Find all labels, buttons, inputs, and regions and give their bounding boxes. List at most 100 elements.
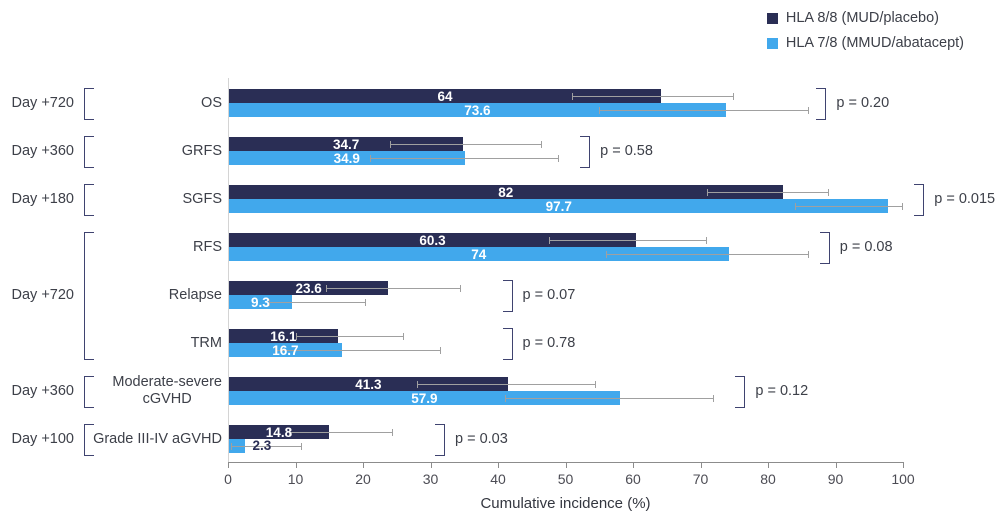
error-bar-part — [275, 347, 277, 354]
value-label-rfs-series2: 74 — [471, 247, 487, 262]
p-bracket-rfs — [819, 232, 830, 264]
p-bracket-os — [816, 88, 827, 120]
p-value-relapse: p = 0.07 — [522, 287, 576, 303]
error-bar-grade-iii-iv-agvhd-series1 — [288, 429, 394, 436]
bar-rfs-series2 — [229, 247, 729, 261]
row-label-os: OS — [60, 84, 222, 122]
x-tick-label-70: 70 — [692, 471, 709, 487]
error-bar-relapse-series1 — [325, 285, 461, 292]
row-label-moderate-severe-cgvhd: Moderate-severe cGVHD — [60, 372, 222, 410]
day-bracket-5 — [84, 424, 94, 456]
value-label-os-series2: 73.6 — [464, 103, 491, 118]
value-label-sgfs-series2: 97.7 — [545, 199, 572, 214]
x-tick-80 — [768, 463, 769, 468]
p-bracket-grfs — [580, 136, 591, 168]
x-tick-100 — [903, 463, 904, 468]
value-label-trm-series2: 16.7 — [272, 343, 299, 358]
p-value-trm: p = 0.78 — [522, 335, 576, 351]
error-bar-sgfs-series2 — [795, 203, 903, 210]
day-label-3: Day +720 — [11, 287, 74, 303]
x-tick-50 — [565, 463, 567, 468]
value-label-relapse-series1: 23.6 — [295, 281, 322, 296]
row-label-sgfs: SGFS — [60, 180, 222, 218]
error-bar-part — [402, 333, 404, 340]
x-tick-label-20: 20 — [355, 471, 371, 487]
row-label-text: TRM — [190, 334, 222, 351]
error-bar-rfs-series1 — [548, 237, 708, 244]
day-bracket-1 — [84, 136, 94, 168]
p-bracket-trm — [502, 328, 513, 360]
value-label-grfs-series1: 34.7 — [332, 137, 360, 152]
x-tick-label-60: 60 — [625, 471, 641, 487]
day-label-2: Day +180 — [11, 191, 74, 207]
error-bar-part — [807, 107, 809, 114]
bar-rfs-series1 — [229, 233, 637, 247]
p-value-grfs: p = 0.58 — [600, 143, 653, 159]
bar-grfs-series2 — [229, 151, 465, 165]
day-bracket-2 — [84, 184, 94, 216]
error-bar-part — [807, 251, 809, 258]
p-value-grade-iii-iv-agvhd: p = 0.03 — [455, 431, 508, 447]
error-bar-moderate-severe-cgvhd-series1 — [417, 381, 596, 388]
day-bracket-4 — [84, 376, 94, 408]
value-label-grade-iii-iv-agvhd-series2: 2.3 — [252, 438, 272, 453]
bar-os-series2 — [229, 103, 726, 117]
error-bar-part — [572, 96, 735, 97]
error-bar-part — [295, 336, 404, 337]
p-bracket-moderate-severe-cgvhd — [735, 376, 746, 408]
error-bar-part — [268, 302, 367, 303]
p-bracket-grade-iii-iv-agvhd — [435, 424, 445, 456]
error-bar-moderate-severe-cgvhd-series2 — [504, 395, 714, 402]
row-label-relapse: Relapse — [60, 276, 222, 314]
day-label-1: Day +360 — [11, 143, 74, 159]
p-value-rfs: p = 0.08 — [839, 239, 893, 255]
error-bar-part — [325, 285, 327, 292]
p-bracket-sgfs — [914, 184, 925, 216]
error-bar-part — [795, 206, 903, 207]
bar-relapse-series2 — [229, 295, 292, 309]
error-bar-part — [268, 299, 270, 306]
error-bar-part — [459, 285, 461, 292]
value-label-moderate-severe-cgvhd-series1: 41.3 — [355, 377, 382, 392]
error-bar-relapse-series2 — [268, 299, 367, 306]
x-tick-label-90: 90 — [827, 471, 844, 487]
legend-item-hla-7-8-mmud-abatacept: HLA 7/8 (MMUD/abatacept) — [766, 35, 964, 51]
x-tick-label-80: 80 — [760, 471, 776, 487]
error-bar-part — [392, 429, 394, 436]
p-value-sgfs: p = 0.015 — [934, 191, 996, 207]
error-bar-part — [390, 144, 542, 145]
error-bar-part — [369, 158, 559, 159]
error-bar-part — [295, 333, 297, 340]
legend-swatch-1 — [766, 12, 778, 24]
error-bar-part — [599, 110, 809, 111]
error-bar-grade-iii-iv-agvhd-series2 — [231, 443, 303, 450]
error-bar-part — [548, 240, 708, 241]
x-tick-label-100: 100 — [891, 471, 915, 487]
error-bar-sgfs-series1 — [707, 189, 829, 196]
value-label-relapse-series2: 9.3 — [250, 295, 270, 310]
error-bar-part — [288, 432, 394, 433]
error-bar-part — [504, 395, 506, 402]
value-label-rfs-series1: 60.3 — [419, 233, 446, 248]
legend-label: HLA 7/8 (MMUD/abatacept) — [785, 35, 964, 51]
error-bar-part — [325, 288, 461, 289]
error-bar-part — [231, 446, 303, 447]
x-tick-70 — [700, 463, 702, 468]
legend-label: HLA 8/8 (MUD/placebo) — [785, 10, 940, 26]
error-bar-os-series1 — [572, 93, 735, 100]
legend-swatch-2 — [766, 37, 778, 49]
error-bar-part — [439, 347, 441, 354]
error-bar-part — [606, 251, 607, 258]
error-bar-part — [707, 192, 829, 193]
x-axis-line — [228, 462, 904, 463]
error-bar-part — [713, 395, 714, 402]
day-bracket-0 — [84, 88, 94, 120]
x-tick-label-30: 30 — [422, 471, 439, 487]
legend-item-hla-8-8-mud-placebo: HLA 8/8 (MUD/placebo) — [766, 10, 964, 26]
error-bar-part — [594, 381, 596, 388]
error-bar-part — [275, 350, 441, 351]
error-bar-part — [504, 398, 714, 399]
x-tick-label-40: 40 — [490, 471, 506, 487]
x-tick-40 — [498, 463, 499, 468]
